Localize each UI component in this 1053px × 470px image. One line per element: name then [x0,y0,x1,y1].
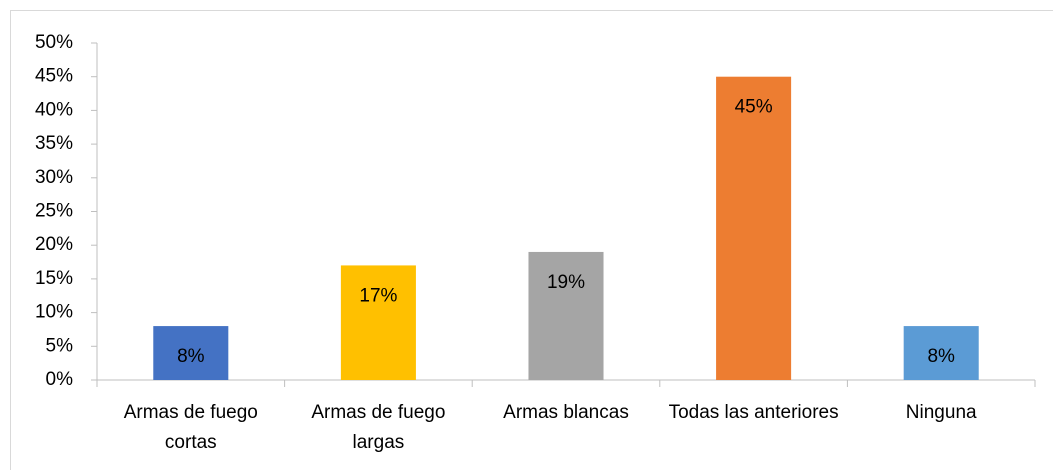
y-tick-label: 20% [35,234,73,255]
data-label: 8% [927,346,955,367]
y-tick-label: 5% [46,335,74,356]
y-tick-label: 50% [35,32,73,53]
bar [528,251,604,380]
x-tick-label: Armas blancas [503,402,629,423]
y-tick-label: 40% [35,99,73,120]
x-tick-label: Armas de fuego largas [311,402,446,453]
y-tick-label: 25% [35,201,73,222]
y-tick-label: 35% [35,133,73,154]
y-tick-label: 45% [35,66,73,87]
y-tick-label: 0% [46,369,74,390]
y-tick-label: 30% [35,167,73,188]
y-tick-label: 15% [35,268,73,289]
data-label: 19% [547,272,585,293]
chart-border [10,10,1053,470]
x-tick-label: Ninguna [905,402,977,423]
y-tick-label: 10% [35,302,73,323]
data-label: 17% [359,285,397,306]
x-tick-label: Armas de fuego cortas [123,402,258,453]
bar [340,265,416,380]
x-tick-label: Todas las anteriores [668,402,839,423]
bar [716,76,792,380]
data-label: 45% [735,97,773,118]
bar [903,326,979,380]
bar [153,326,229,380]
data-label: 8% [177,346,205,367]
